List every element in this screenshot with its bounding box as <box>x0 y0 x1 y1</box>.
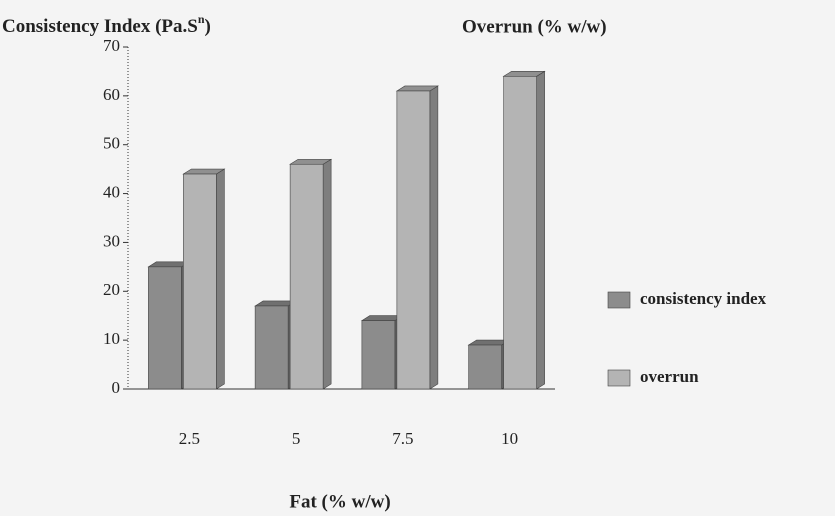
bar <box>397 86 438 389</box>
y-tick-label: 20 <box>103 280 120 299</box>
bar-front <box>504 76 537 389</box>
legend-label: consistency index <box>640 289 767 308</box>
bar-front <box>397 91 430 389</box>
y-axis-label-end: ) <box>205 16 211 37</box>
bar-front <box>183 174 216 389</box>
y2-axis-label: Overrun (% w/w) <box>462 16 607 37</box>
bar-front <box>469 345 502 389</box>
legend-swatch <box>608 292 630 308</box>
x-tick-label: 7.5 <box>392 429 413 448</box>
bar-front <box>290 164 323 389</box>
bar <box>290 159 331 389</box>
y-tick-label: 40 <box>103 182 120 201</box>
y-axis-label-main: Consistency Index (Pa.S <box>2 16 198 37</box>
bar <box>183 169 224 389</box>
bar-side <box>323 159 331 389</box>
y-tick-label: 60 <box>103 85 120 104</box>
y-tick-label: 50 <box>103 134 120 153</box>
bar-side <box>430 86 438 389</box>
bar-side <box>537 71 545 389</box>
y-axis-label: Consistency Index (Pa.Sn) <box>2 12 211 38</box>
y-tick-label: 10 <box>103 329 120 348</box>
bar <box>504 71 545 389</box>
x-tick-label: 10 <box>501 429 518 448</box>
bar-front <box>255 306 288 389</box>
legend-label: overrun <box>640 367 699 386</box>
x-tick-label: 5 <box>292 429 301 448</box>
x-axis-label: Fat (% w/w) <box>289 491 390 512</box>
bar-side <box>216 169 224 389</box>
legend-swatch <box>608 370 630 386</box>
x-tick-label: 2.5 <box>179 429 200 448</box>
bar-front <box>148 267 181 389</box>
y-tick-label: 30 <box>103 231 120 250</box>
y-tick-label: 70 <box>103 36 120 55</box>
bar-front <box>362 321 395 389</box>
y-tick-label: 0 <box>112 378 121 397</box>
chart: Consistency Index (Pa.Sn) Overrun (% w/w… <box>0 0 835 516</box>
